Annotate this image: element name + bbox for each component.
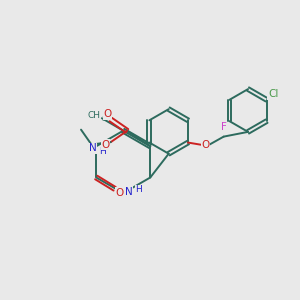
Text: F: F — [220, 122, 226, 131]
Text: O: O — [115, 188, 124, 198]
Text: 3: 3 — [102, 116, 106, 122]
Text: O: O — [201, 140, 209, 150]
Text: O: O — [101, 140, 110, 149]
Text: CH: CH — [87, 111, 100, 120]
Text: O: O — [103, 109, 112, 119]
Text: H: H — [99, 147, 106, 156]
Text: N: N — [89, 143, 97, 153]
Text: N: N — [125, 187, 133, 196]
Text: Cl: Cl — [268, 89, 278, 99]
Text: H: H — [135, 185, 142, 194]
